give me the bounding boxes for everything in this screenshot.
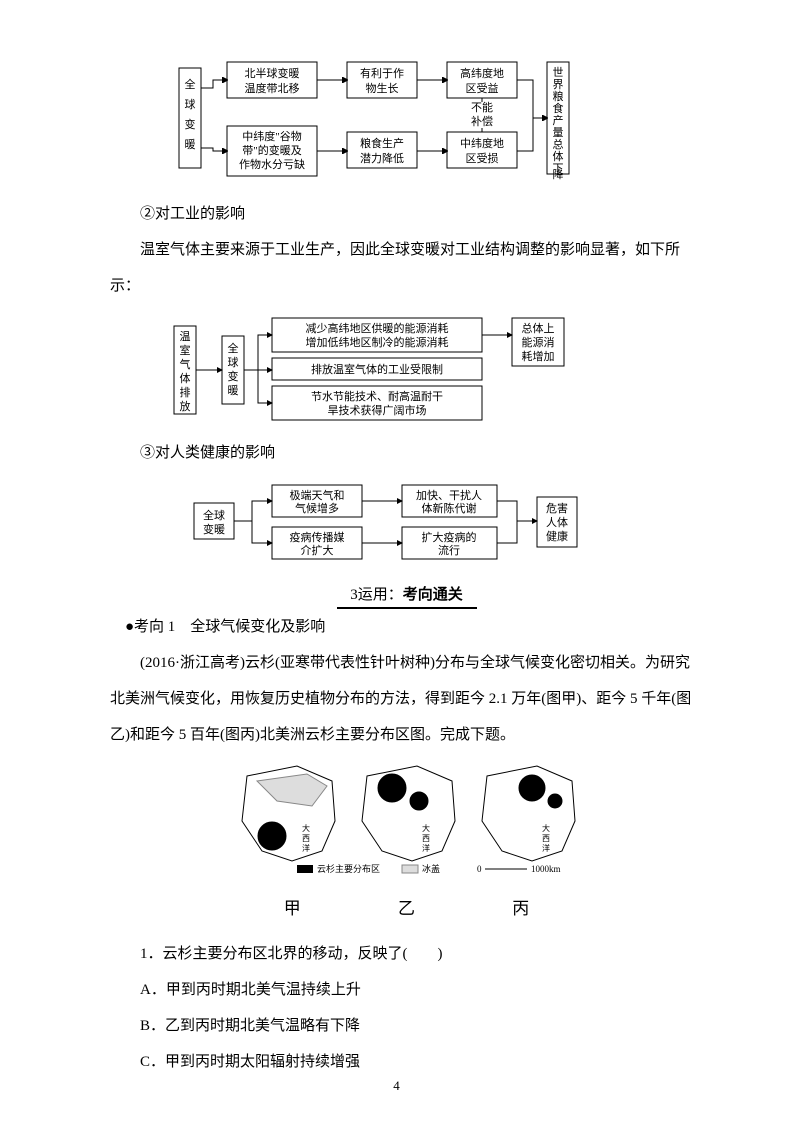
diagram-agriculture: 全 球 变 暖 北半球变暖 温度带北移 中纬度"谷物 带"的变暖及 作物水分亏缺… (110, 48, 703, 188)
svg-text:排放温室气体的工业受限制: 排放温室气体的工业受限制 (311, 362, 443, 376)
legend-area: 云杉主要分布区 (317, 863, 380, 874)
legend-scale-n: 1000km (531, 864, 561, 874)
map-figure: 大 西 洋 大西洋 大西洋 云杉主要分布区 冰盖 0 1000km (110, 761, 703, 881)
svg-text:总: 总 (552, 137, 563, 151)
d1-b1-l1: 北半球变暖 (244, 66, 299, 80)
svg-text:粮: 粮 (552, 89, 563, 103)
svg-text:气候增多: 气候增多 (295, 501, 339, 515)
d1-b2-l2: 带"的变暖及 (242, 143, 302, 157)
svg-text:增加低纬地区制冷的能源消耗: 增加低纬地区制冷的能源消耗 (305, 335, 448, 349)
svg-text:疫病传播媒: 疫病传播媒 (289, 530, 344, 544)
svg-text:大: 大 (542, 823, 550, 833)
svg-text:放: 放 (179, 399, 190, 413)
svg-text:食: 食 (552, 101, 563, 115)
svg-text:温: 温 (179, 330, 190, 343)
svg-text:西: 西 (542, 834, 550, 843)
diagram-industry: 温 室 气 体 排 放 全 球 变 暖 减少高纬地区供暖的能源消耗 增加低纬地区… (110, 312, 703, 427)
svg-text:变: 变 (227, 369, 238, 383)
diagram-health: 全球 变暖 极端天气和 气候增多 疫病传播媒 介扩大 加快、干扰人 体新陈代谢 … (110, 479, 703, 569)
passage: (2016·浙江高考)云杉(亚寒带代表性针叶树种)分布与全球气候变化密切相关。为… (110, 645, 703, 753)
svg-text:界: 界 (552, 78, 563, 91)
svg-text:旱技术获得广阔市场: 旱技术获得广阔市场 (327, 403, 426, 417)
svg-text:暖: 暖 (227, 384, 238, 397)
svg-text:全球: 全球 (203, 508, 225, 522)
svg-text:加快、干扰人: 加快、干扰人 (416, 488, 482, 502)
q1-opt-b: B．乙到丙时期北美气温略有下降 (110, 1008, 703, 1044)
d1-d2-l2: 区受损 (465, 151, 498, 165)
svg-text:节水节能技术、耐高温耐干: 节水节能技术、耐高温耐干 (311, 389, 443, 403)
d1-d1-l2: 区受益 (465, 81, 498, 95)
svg-text:西: 西 (302, 834, 310, 843)
svg-text:气: 气 (179, 357, 190, 371)
q1-opt-c: C．甲到丙时期太阳辐射持续增强 (110, 1044, 703, 1080)
d1-b1-l2: 温度带北移 (244, 81, 299, 95)
svg-text:体: 体 (179, 371, 190, 385)
svg-text:介扩大: 介扩大 (300, 543, 333, 557)
page-number: 4 (0, 1078, 793, 1094)
kaoxiang-heading: ●考向 1 全球气候变化及影响 (110, 609, 703, 645)
d1-mid-bot: 补偿 (471, 114, 493, 128)
svg-text:世: 世 (552, 66, 563, 79)
svg-text:变暖: 变暖 (203, 522, 225, 536)
svg-text:洋: 洋 (422, 843, 430, 853)
map-caption-jia: 甲 (237, 889, 347, 930)
legend-scale-0: 0 (477, 864, 482, 874)
para-health-heading: ③对人类健康的影响 (110, 435, 703, 471)
svg-text:产: 产 (552, 113, 563, 127)
svg-text:减少高纬地区供暖的能源消耗: 减少高纬地区供暖的能源消耗 (305, 321, 448, 335)
svg-text:球: 球 (227, 355, 238, 369)
q1-stem: 1．云杉主要分布区北界的移动，反映了( ) (110, 936, 703, 972)
svg-text:流行: 流行 (438, 543, 460, 557)
svg-text:体: 体 (552, 149, 563, 163)
d1-c2-l1: 粮食生产 (360, 136, 404, 150)
d1-c1-l1: 有利于作 (360, 66, 404, 80)
d1-d1-l1: 高纬度地 (460, 66, 504, 80)
svg-text:耗增加: 耗增加 (521, 349, 554, 363)
section-label: 运用： (358, 587, 403, 603)
svg-text:排: 排 (179, 385, 190, 399)
svg-text:降: 降 (552, 167, 563, 181)
svg-text:量: 量 (552, 126, 563, 139)
d1-a-3: 变 (184, 117, 195, 131)
svg-text:全: 全 (227, 341, 238, 355)
d1-mid-top: 不能 (471, 100, 493, 114)
map-caption-yi: 乙 (352, 889, 462, 930)
legend-ice: 冰盖 (422, 863, 440, 874)
svg-text:健康: 健康 (546, 529, 568, 543)
svg-text:人体: 人体 (546, 515, 568, 529)
svg-text:危害: 危害 (546, 501, 568, 515)
svg-text:扩大疫病的: 扩大疫病的 (421, 530, 476, 544)
svg-text:总体上: 总体上 (521, 321, 554, 335)
map-captions: 甲 乙 丙 (110, 889, 703, 930)
svg-text:能源消: 能源消 (521, 335, 554, 349)
svg-text:室: 室 (179, 343, 190, 357)
section-title-text: 考向通关 (403, 587, 463, 603)
d1-a-1: 全 (184, 77, 195, 91)
svg-text:大: 大 (422, 823, 430, 833)
d1-b2-l1: 中纬度"谷物 (242, 129, 302, 143)
d1-a-4: 暖 (184, 138, 195, 151)
section-underline (337, 607, 477, 609)
d1-a-2: 球 (184, 97, 195, 111)
d1-c2-l2: 潜力降低 (360, 151, 404, 165)
para-industry-body: 温室气体主要来源于工业生产，因此全球变暖对工业结构调整的影响显著，如下所示： (110, 232, 703, 304)
para-industry-heading: ②对工业的影响 (110, 196, 703, 232)
d1-d2-l1: 中纬度地 (460, 136, 504, 150)
q1-opt-a: A．甲到丙时期北美气温持续上升 (110, 972, 703, 1008)
svg-text:洋: 洋 (542, 843, 550, 853)
svg-text:极端天气和: 极端天气和 (289, 488, 344, 502)
svg-text:体新陈代谢: 体新陈代谢 (421, 501, 476, 515)
section-title: 3运用：考向通关 (110, 577, 703, 609)
d1-b2-l3: 作物水分亏缺 (239, 157, 305, 171)
map-ocean-1: 大 (302, 823, 310, 833)
svg-text:西: 西 (422, 834, 430, 843)
d1-c1-l2: 物生长 (365, 81, 398, 95)
section-number: 3 (350, 587, 358, 603)
map-caption-bing: 丙 (466, 889, 576, 930)
svg-text:洋: 洋 (302, 843, 310, 853)
